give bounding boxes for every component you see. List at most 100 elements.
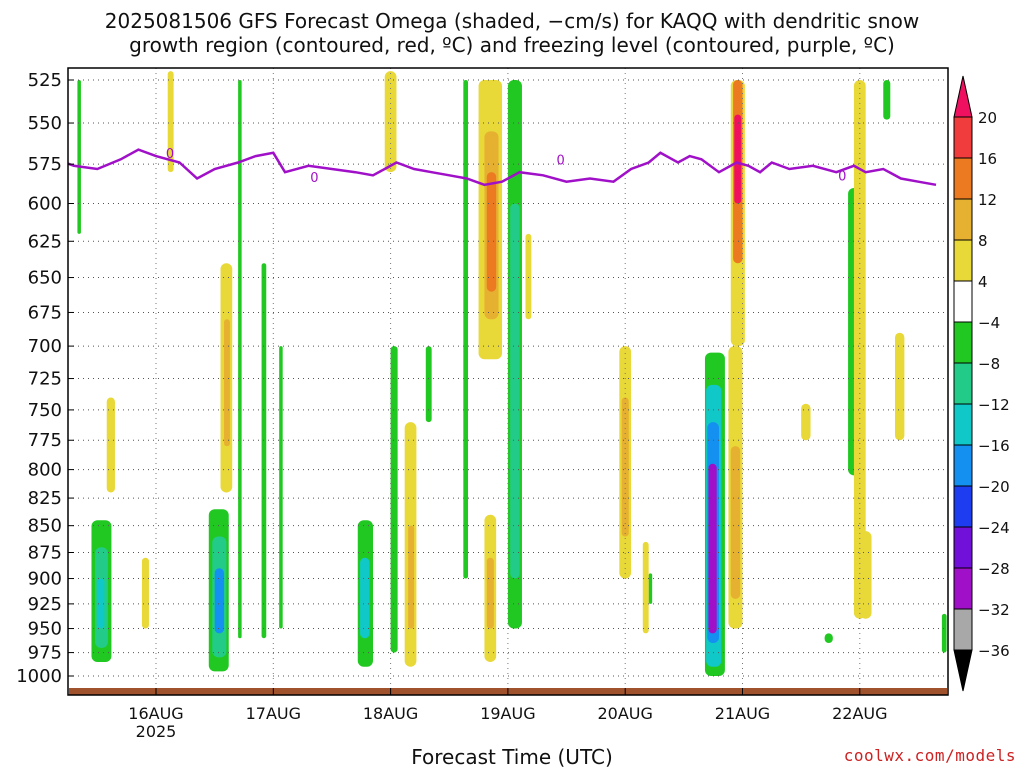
- y-tick-label: 525: [28, 70, 62, 91]
- credit-text: coolwx.com/models: [843, 746, 1016, 765]
- omega-cell: [77, 80, 81, 234]
- y-tick-label: 750: [28, 400, 62, 421]
- omega-cell: [648, 573, 653, 604]
- omega-shading: [77, 71, 947, 676]
- omega-cell: [824, 633, 833, 644]
- colorbar-swatch: [953, 239, 973, 282]
- y-tick-label: 575: [28, 154, 62, 175]
- omega-cell: [525, 233, 532, 320]
- freezing-level-label: 0: [838, 169, 846, 184]
- y-tick-label: 900: [28, 569, 62, 590]
- omega-cell: [853, 80, 866, 619]
- colorbar-label: 20: [978, 109, 997, 127]
- y-tick-label: 725: [28, 369, 62, 390]
- x-tick-label: 20AUG: [597, 704, 652, 723]
- colorbar-label: −4: [978, 314, 1000, 332]
- omega-cell: [390, 346, 398, 653]
- omega-cell: [360, 557, 370, 639]
- omega-cell: [894, 332, 905, 441]
- colorbar-swatch: [953, 526, 973, 569]
- x-axis-label: Forecast Time (UTC): [411, 745, 613, 769]
- colorbar-label: −28: [978, 560, 1010, 578]
- colorbar-label: 16: [978, 150, 997, 168]
- y-tick-label: 600: [28, 194, 62, 215]
- omega-cell: [224, 319, 230, 447]
- omega-cell: [621, 397, 629, 537]
- omega-cell: [642, 541, 649, 634]
- y-tick-label: 925: [28, 594, 62, 615]
- freezing-level-label: 0: [166, 147, 174, 162]
- colorbar-label: 8: [978, 232, 988, 250]
- omega-cell: [463, 80, 469, 579]
- colorbar-top-arrow: [953, 75, 973, 118]
- y-tick-label: 950: [28, 619, 62, 640]
- y-tick-label: 550: [28, 113, 62, 134]
- omega-cell: [408, 525, 415, 629]
- colorbar-swatch: [953, 485, 973, 528]
- x-tick-label: 17AUG: [246, 704, 301, 723]
- colorbar-swatch: [953, 198, 973, 241]
- y-tick-label: 775: [28, 430, 62, 451]
- omega-cell: [486, 172, 497, 292]
- colorbar-label: −8: [978, 355, 1000, 373]
- y-tick-label: 1000: [16, 666, 62, 687]
- colorbar-swatch: [953, 444, 973, 487]
- omega-cell: [486, 557, 494, 629]
- y-tick-label: 875: [28, 542, 62, 563]
- omega-cell: [425, 346, 432, 423]
- x-tick-label: 22AUG: [832, 704, 887, 723]
- chart-title-line1: 2025081506 GFS Forecast Omega (shaded, −…: [104, 9, 920, 33]
- freezing-level-label: 0: [557, 153, 565, 168]
- x-tick-sublabel: 2025: [136, 722, 177, 741]
- omega-cell: [167, 71, 174, 173]
- colorbar-label: −20: [978, 478, 1010, 496]
- omega-cell: [859, 531, 872, 619]
- x-tick-label: 19AUG: [480, 704, 535, 723]
- y-tick-label: 650: [28, 268, 62, 289]
- y-tick-label: 625: [28, 231, 62, 252]
- y-tick-label: 700: [28, 336, 62, 357]
- colorbar-swatch: [953, 321, 973, 364]
- omega-cell: [801, 403, 811, 441]
- colorbar-label: −36: [978, 642, 1010, 660]
- x-tick-label: 21AUG: [715, 704, 770, 723]
- colorbar: 20 16 12 8 4 −4 −8 −12 −16 −20 −24 −28 −32 −36: [953, 75, 1010, 692]
- y-axis: 525 550 575 600 625 650 675 700 725 750 775 800 825 8…: [16, 70, 74, 687]
- omega-cell: [709, 492, 716, 614]
- omega-cell: [261, 263, 267, 639]
- omega-cell: [279, 346, 283, 629]
- colorbar-swatch: [953, 157, 973, 200]
- omega-cell: [730, 446, 741, 599]
- freezing-level-label: 0: [310, 171, 318, 186]
- colorbar-label: −24: [978, 519, 1010, 537]
- omega-cell: [141, 557, 149, 629]
- omega-cell: [214, 568, 225, 634]
- colorbar-label: −32: [978, 601, 1010, 619]
- x-tick-label: 18AUG: [363, 704, 418, 723]
- colorbar-swatch: [953, 362, 973, 405]
- omega-cell: [106, 397, 115, 493]
- colorbar-label: 4: [978, 273, 988, 291]
- freezing-level-line: [68, 148, 937, 187]
- grid: [68, 68, 948, 695]
- colorbar-bottom-arrow: [953, 649, 973, 692]
- colorbar-label: −16: [978, 437, 1010, 455]
- omega-cell: [734, 114, 742, 204]
- y-tick-label: 850: [28, 516, 62, 537]
- colorbar-swatch: [953, 403, 973, 446]
- omega-cell: [941, 613, 947, 653]
- colorbar-swatch: [953, 567, 973, 610]
- x-tick-label: 16AUG: [128, 704, 183, 723]
- colorbar-label: −12: [978, 396, 1010, 414]
- omega-cell: [384, 71, 397, 173]
- colorbar-swatch: [953, 280, 973, 323]
- y-tick-label: 800: [28, 460, 62, 481]
- colorbar-swatch: [953, 608, 973, 651]
- colorbar-label: 12: [978, 191, 997, 209]
- y-tick-label: 975: [28, 643, 62, 664]
- colorbar-swatch: [953, 116, 973, 159]
- omega-cell: [883, 80, 891, 120]
